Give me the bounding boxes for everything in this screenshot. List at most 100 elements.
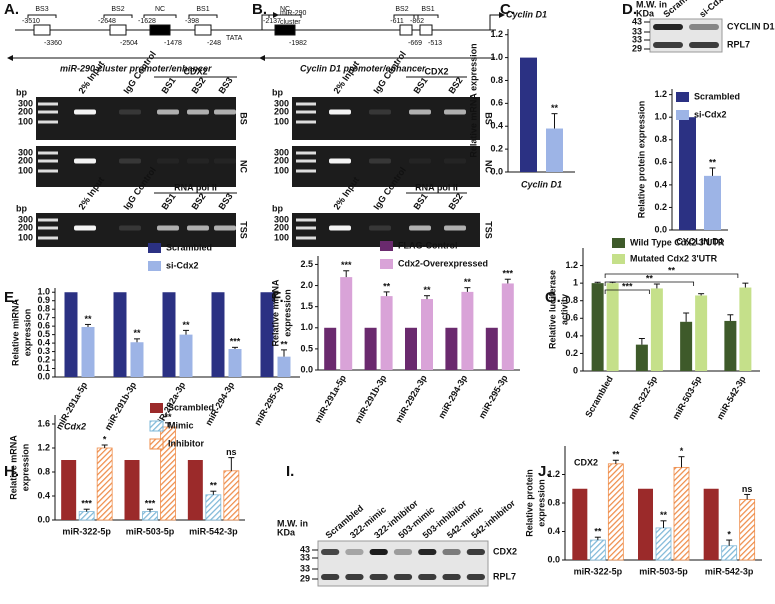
protein-band [321, 549, 340, 555]
ladder-band [38, 236, 58, 240]
y-axis-label: Relative protein [524, 469, 534, 537]
y-tick-label: 1.6 [37, 418, 50, 428]
sample-band [329, 158, 351, 164]
y-tick-label: 1 [573, 278, 578, 288]
error-bar [343, 270, 350, 278]
site-bracket [413, 14, 439, 18]
row-label: TSS [239, 221, 249, 239]
protein-band [393, 574, 413, 580]
marker-label: 33 [300, 552, 310, 562]
size-label: 300 [274, 214, 289, 224]
panel-letter: D. [622, 1, 637, 18]
y-axis-label: activity [559, 294, 569, 325]
site-bracket [188, 14, 218, 18]
legend-swatch [612, 254, 625, 264]
bp-label: bp [16, 87, 27, 97]
site-box [149, 24, 171, 36]
error-bar [678, 456, 685, 468]
site-label: BS3 [35, 6, 48, 13]
bar [142, 511, 158, 521]
significance-label: ** [464, 277, 472, 287]
y-tick-label: 0 [573, 365, 578, 375]
y-tick-label: 1.0 [300, 322, 313, 332]
size-label: 300 [18, 147, 33, 157]
legend-label: Mutated Cdx2 3'UTR [630, 253, 718, 263]
y-tick-label: 0.4 [565, 330, 578, 340]
sample-band [214, 158, 236, 164]
error-bar [698, 293, 705, 296]
protein-band [345, 574, 364, 580]
chart-title: CDX2 [574, 457, 598, 467]
panel-letter: H. [4, 463, 19, 480]
significance-label: ** [709, 157, 717, 167]
site-label: BS2 [111, 6, 124, 13]
significance-label: * [727, 529, 731, 539]
y-axis-label: Relative miRNA [270, 279, 280, 347]
row-label: NC [239, 160, 249, 173]
bar [405, 327, 417, 370]
bar [606, 283, 619, 371]
y-tick-label: 0.3 [37, 346, 50, 356]
sample-band [369, 225, 391, 231]
bracket [604, 289, 650, 294]
chart-title: Cdx2 [64, 421, 86, 431]
coordinate: -1478 [164, 40, 182, 47]
significance-label: ** [594, 527, 602, 537]
error-bar [134, 338, 140, 343]
y-axis-label: Relative miRNA [10, 298, 20, 366]
site-box [399, 24, 413, 36]
bar [501, 283, 514, 370]
y-tick-label: 0.4 [37, 337, 50, 347]
bracket-label: ** [646, 273, 654, 283]
sample-band [74, 158, 96, 164]
protein-band [653, 24, 683, 30]
ladder-band [38, 169, 58, 173]
bar [277, 356, 291, 377]
legend-swatch [380, 259, 393, 269]
y-tick-label: 0.8 [37, 304, 50, 314]
legend-label: Inhibitor [168, 438, 204, 448]
sample-band [157, 225, 179, 231]
coordinate: -248 [207, 40, 221, 47]
size-label: 100 [18, 116, 33, 126]
significance-label: *** [341, 260, 352, 270]
panel-letter: J. [538, 463, 551, 480]
y-tick-label: 0.0 [547, 554, 560, 564]
bracket-label: ** [668, 265, 676, 275]
y-axis-label: expression [536, 479, 546, 527]
site-bracket [27, 14, 57, 18]
size-label: 300 [274, 147, 289, 157]
significance-label: * [680, 446, 684, 456]
y-axis-label: Relative protein expression [636, 101, 646, 219]
size-label: 200 [274, 222, 289, 232]
y-tick-label: 0.7 [37, 312, 50, 322]
protein-band [418, 574, 437, 580]
bar [260, 292, 274, 377]
sample-band [369, 109, 391, 115]
size-label: 200 [18, 155, 33, 165]
error-bar [228, 457, 235, 471]
y-tick-label: 0.0 [37, 371, 50, 381]
sample-band [214, 225, 236, 231]
site-label: BS1 [421, 6, 434, 13]
bar [64, 292, 78, 377]
bar [655, 527, 672, 561]
row-label: BS [239, 112, 249, 125]
error-bar [147, 508, 153, 512]
y-tick-label: 0.9 [37, 295, 50, 305]
ladder-band [296, 226, 316, 230]
legend-swatch [380, 241, 393, 251]
tata-label: TATA [226, 35, 243, 42]
bar [638, 488, 653, 560]
significance-label: *** [230, 337, 241, 347]
protein-label: RPL7 [727, 39, 750, 49]
y-tick-label: 0.6 [565, 313, 578, 323]
gel [36, 97, 236, 140]
error-bar [281, 349, 287, 357]
legend-swatch [150, 403, 163, 413]
gene-label: cluster [280, 19, 301, 26]
site-box [274, 24, 296, 36]
y-tick-label: 0.4 [37, 490, 50, 500]
y-tick-label: 1.2 [490, 29, 503, 39]
